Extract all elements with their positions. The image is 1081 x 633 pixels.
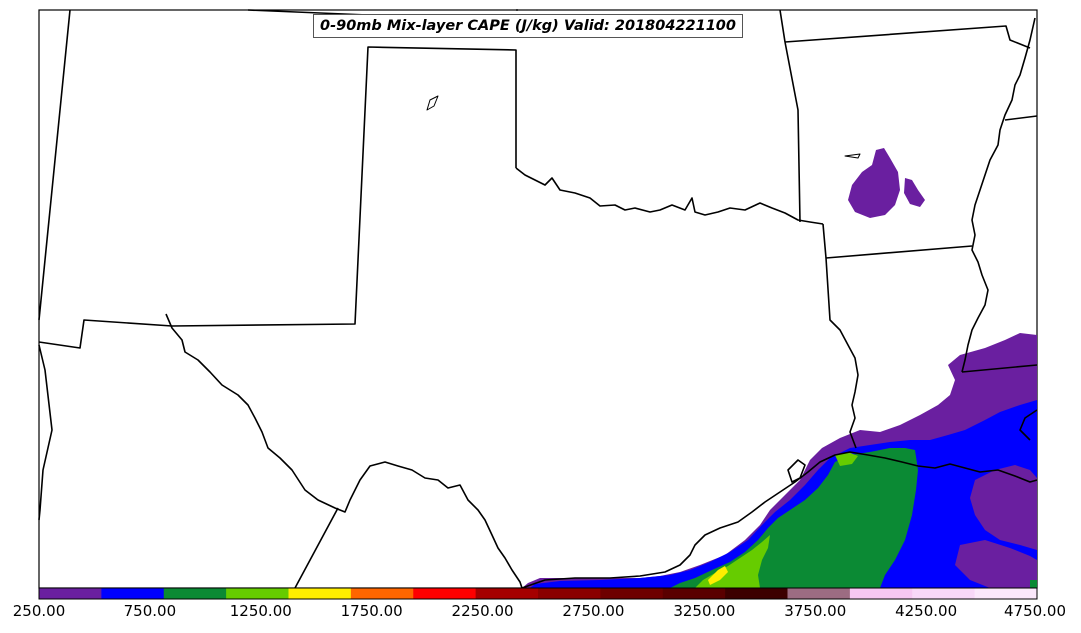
cape-arkansas-area-small bbox=[904, 178, 925, 207]
colorbar-border bbox=[38, 587, 1038, 600]
boundary-az-nm bbox=[38, 9, 71, 321]
cape-contours bbox=[522, 148, 1037, 588]
colorbar bbox=[38, 587, 1038, 600]
colorbar-bin bbox=[350, 588, 414, 599]
map-title: 0-90mb Mix-layer CAPE (J/kg) Valid: 2018… bbox=[313, 14, 743, 38]
colorbar-tick-label: 3750.00 bbox=[784, 602, 847, 620]
colorbar-tick-label: 1250.00 bbox=[229, 602, 292, 620]
boundary-ok-ks bbox=[516, 9, 786, 43]
boundary-mississippi bbox=[961, 17, 1036, 373]
cape-gulf-blue bbox=[530, 400, 1037, 588]
colorbar-bin bbox=[849, 588, 913, 599]
boundary-ar-lake bbox=[844, 153, 861, 159]
boundary-gulf-coast bbox=[521, 451, 1038, 589]
boundary-mexico-1 bbox=[38, 344, 53, 521]
boundary-red-river bbox=[515, 167, 824, 225]
cape-gulf-yellow bbox=[708, 566, 728, 585]
boundary-galveston bbox=[787, 459, 806, 483]
colorbar-bin bbox=[163, 588, 227, 599]
cape-arkansas-area bbox=[848, 148, 900, 218]
boundary-ar-mo bbox=[784, 25, 1031, 49]
boundary-tx-la bbox=[822, 223, 859, 449]
colorbar-bin bbox=[725, 588, 788, 599]
colorbar-bin bbox=[787, 588, 851, 599]
boundary-rio-grande bbox=[165, 313, 523, 589]
colorbar-bin bbox=[288, 588, 352, 599]
boundary-ok-ar bbox=[784, 41, 801, 223]
colorbar-tick-label: 3250.00 bbox=[673, 602, 736, 620]
colorbar-tick-label: 750.00 bbox=[123, 602, 177, 620]
colorbar-tick-label: 1750.00 bbox=[340, 602, 403, 620]
colorbar-bin bbox=[974, 588, 1038, 599]
colorbar-tick-label: 4250.00 bbox=[895, 602, 958, 620]
boundary-louisiana-east bbox=[1019, 409, 1038, 441]
boundary-lake bbox=[426, 95, 439, 111]
state-boundaries bbox=[38, 9, 1038, 589]
colorbar-bin bbox=[101, 588, 165, 599]
colorbar-tick-label: 2750.00 bbox=[562, 602, 625, 620]
cape-gulf-purple-patch-2 bbox=[955, 540, 1037, 588]
colorbar-bin bbox=[413, 588, 477, 599]
colorbar-bin bbox=[662, 588, 726, 599]
colorbar-tick-label: 250.00 bbox=[12, 602, 66, 620]
boundary-ar-la bbox=[825, 245, 973, 259]
colorbar-bin bbox=[600, 588, 664, 599]
colorbar-bin bbox=[475, 588, 539, 599]
colorbar-tick-label: 2250.00 bbox=[451, 602, 514, 620]
colorbar-bin bbox=[912, 588, 976, 599]
boundary-la-ms-south bbox=[961, 364, 1038, 373]
colorbar-bin bbox=[39, 588, 102, 599]
boundary-tn-ms bbox=[1004, 115, 1038, 121]
cape-gulf-green-east bbox=[1030, 580, 1037, 588]
colorbar-bin bbox=[538, 588, 601, 599]
boundary-nm-tx-west bbox=[38, 46, 517, 349]
cape-gulf-green bbox=[670, 448, 918, 588]
colorbar-bin bbox=[226, 588, 289, 599]
cape-gulf-lightgreen-north bbox=[835, 452, 858, 466]
boundary-mexico-2 bbox=[294, 507, 339, 589]
cape-gulf-purple-patch-1 bbox=[970, 465, 1037, 550]
colorbar-tick-label: 4750.00 bbox=[1003, 602, 1067, 620]
